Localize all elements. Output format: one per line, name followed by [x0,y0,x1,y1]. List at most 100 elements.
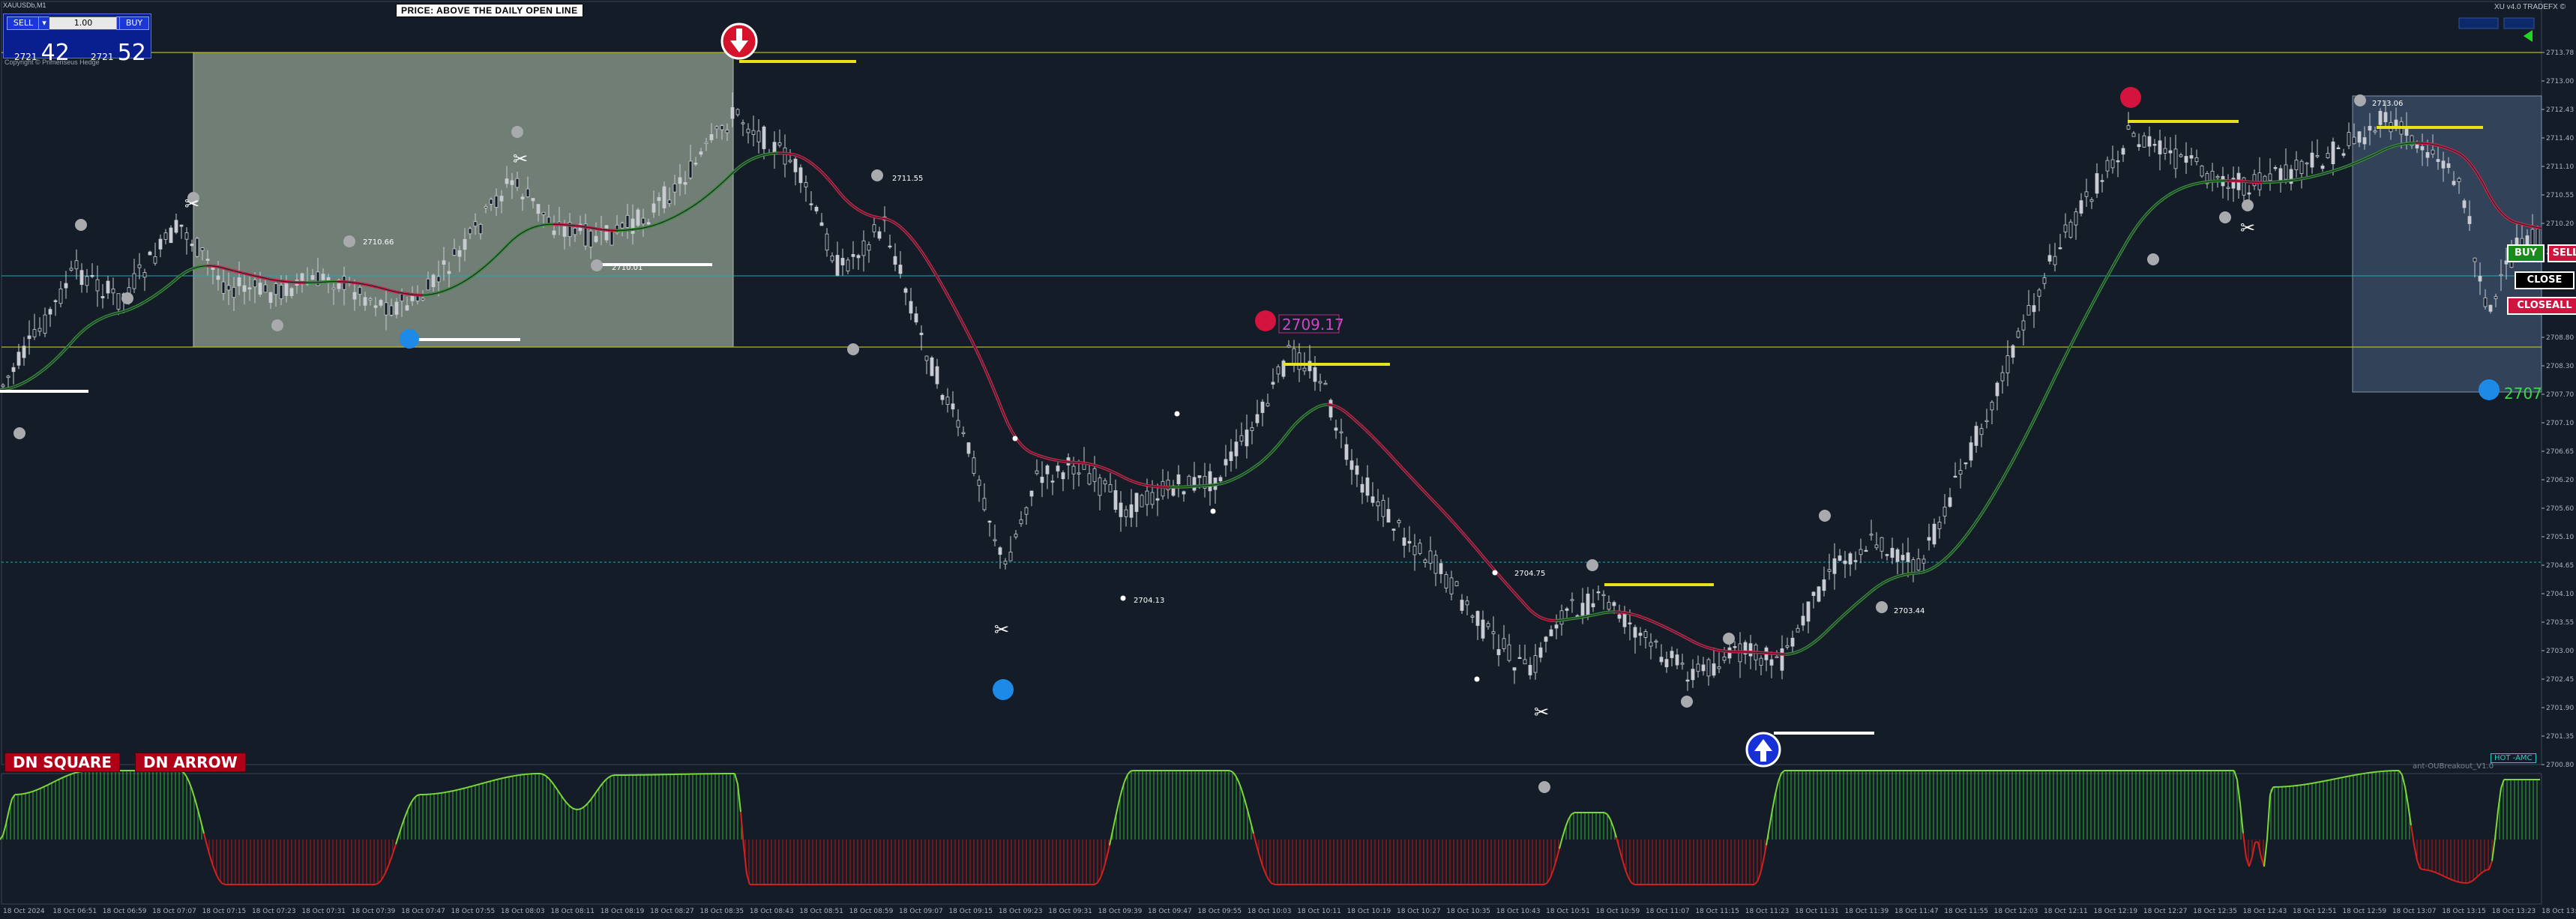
buy-price[interactable]: 2721 52 [91,40,146,66]
ma-segment-core [2514,221,2520,224]
trade-close-button[interactable]: CLOSE [2515,271,2575,289]
ma-segment-core [436,292,442,294]
ma-segment-core [1488,563,1494,570]
candle-body [2310,152,2314,168]
ma-segment-core [1911,573,1917,574]
candle-body [510,180,514,185]
ma-segment-core [458,281,464,285]
candle-body [1071,465,1076,474]
candle-body [1633,627,1637,638]
ma-segment-core [1538,615,1544,619]
ma-segment-core [229,269,235,271]
osc-line [518,774,523,777]
ma-segment-core [2428,143,2434,145]
grey-dot [591,259,603,271]
ma-segment-core [948,298,954,307]
ma-segment-core [2109,264,2115,273]
broker-label: XU v4.0 TRADEFX © [2494,3,2566,11]
candle-body [1166,480,1170,490]
candle-body [1790,637,1795,647]
candle-body [11,367,16,373]
osc-line [212,865,217,874]
candle-body [1638,633,1643,636]
candle-body [436,276,441,283]
ma-segment-core [535,225,541,227]
osc-line [53,780,58,783]
trade-sell-button[interactable]: SELL [2548,244,2576,262]
osc-line [374,882,379,885]
quantity-field[interactable]: 1.00 [49,16,118,30]
candle-body [631,218,635,234]
ma-segment-core [2370,154,2376,157]
candle-body [1444,574,1448,588]
ma-segment-core [130,307,136,310]
grey-dot [1723,633,1735,645]
candle-body [116,293,121,310]
candle-body [132,273,136,289]
candle-body [1701,664,1706,672]
trade-closeall-button[interactable]: CLOSEALL [2507,297,2576,315]
dn-square-button[interactable]: DN SQUARE [4,753,120,772]
candle-body [1643,631,1648,638]
ma-segment-core [76,332,82,337]
candle-body [2247,192,2251,195]
ma-segment-core [2374,151,2380,155]
candle-body [835,255,840,276]
candle-body [1859,549,1863,555]
osc-line [2419,867,2424,870]
candle-body [1045,465,1050,474]
candle-body [735,109,740,115]
x-tick-label: 18 Oct 11:55 [1944,908,1988,915]
osc-line [2458,881,2463,884]
candle-body [1119,502,1123,517]
ma-segment-core [598,229,604,230]
candle-body [919,332,924,336]
candle-body [2404,127,2409,136]
ma-segment-core [517,232,523,237]
ma-segment-core [2536,227,2542,229]
y-tick-label: 2708.80 [2546,334,2574,342]
osc-line [548,777,553,783]
candle-body [2383,112,2388,122]
ma-segment-core [1848,606,1854,611]
candle-body [1129,504,1134,518]
sell-price[interactable]: 2721 42 [14,40,70,66]
ma-segment-core [2055,366,2061,376]
ma-segment-core [1641,616,1647,620]
ma-segment-core [2149,205,2155,211]
candle-body [505,178,509,184]
candle-body [2268,173,2272,181]
osc-line [1619,848,1623,861]
ma-segment-core [966,331,972,341]
buy-button[interactable]: BUY [119,16,149,30]
ma-segment-core [449,286,455,289]
ma-segment-core [2334,168,2340,171]
ma-segment-core [188,268,194,271]
play-triangle-icon[interactable] [2524,30,2533,42]
ma-segment-core [1461,531,1467,538]
candle-body [1586,594,1590,615]
ma-segment-core [1421,488,1427,494]
candle-body [678,177,682,184]
sell-button[interactable]: SELL [7,16,40,30]
ma-segment-core [2482,183,2488,193]
ma-segment-core [2446,148,2452,151]
ma-segment-core [2478,175,2484,184]
candle-body [2126,125,2131,130]
osc-line [383,869,388,876]
ma-segment-core [17,382,23,386]
candle-body [1475,611,1480,626]
trade-buy-button[interactable]: BUY [2507,244,2545,262]
grey-dot [871,169,883,181]
candle-body [221,281,226,294]
dn-arrow-button[interactable]: DN ARROW [135,753,246,772]
osc-line [452,789,457,792]
ma-segment-core [2118,248,2124,257]
candle-body [615,224,619,233]
x-tick-label: 18 Oct 13:15 [2442,908,2486,915]
candle-body [1292,348,1296,364]
ma-segment-core [962,322,968,332]
price-tag: 2704.75 [1514,570,1545,578]
ma-segment-core [1857,598,1863,603]
